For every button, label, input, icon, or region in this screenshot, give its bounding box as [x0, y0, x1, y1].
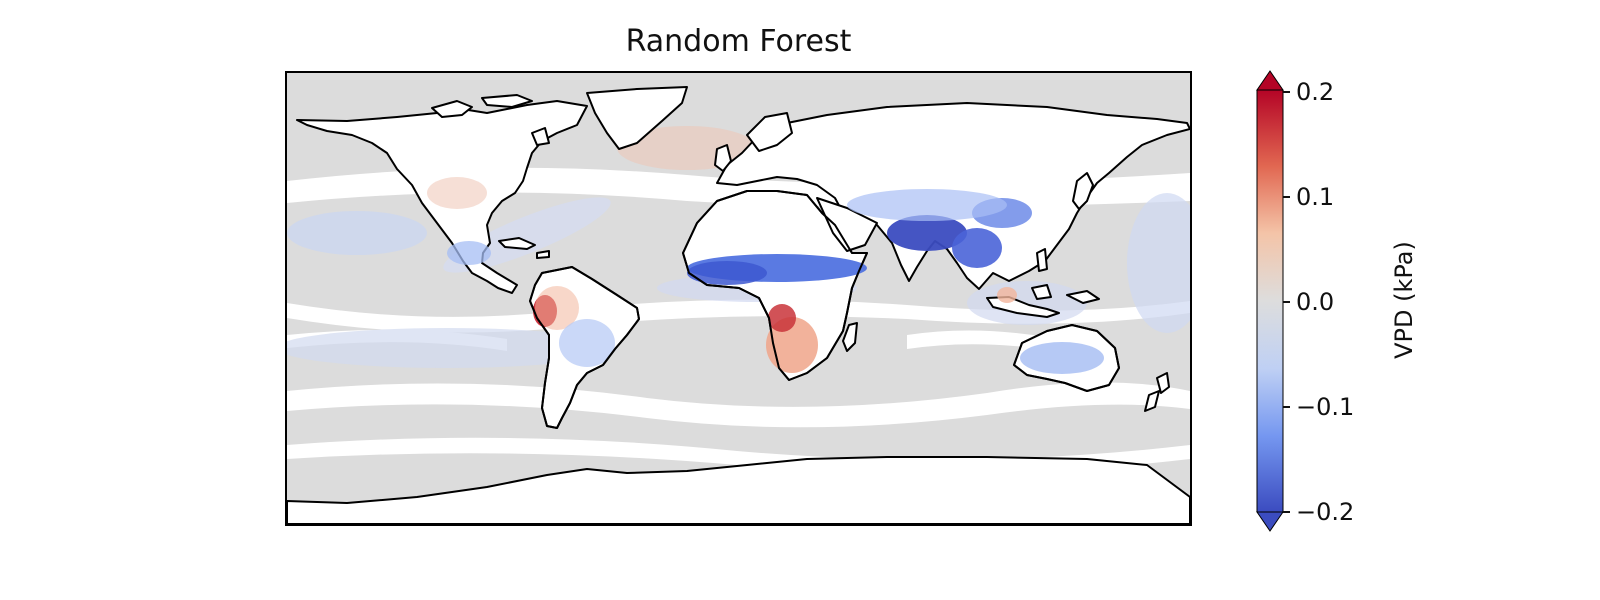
colorbar-tick-mark	[1283, 406, 1290, 408]
arabia	[816, 197, 878, 252]
indochina-patch	[952, 228, 1002, 268]
arctic-islands	[431, 94, 550, 146]
antarctica	[287, 456, 1190, 524]
colorbar	[1255, 70, 1285, 532]
ocean-tints	[287, 126, 1190, 368]
coastlines	[529, 190, 1120, 429]
map-panel	[285, 71, 1192, 526]
scandinavia	[746, 112, 793, 152]
caribbean	[498, 237, 550, 259]
colorbar-gradient	[1256, 70, 1284, 532]
west-africa-patch	[687, 261, 767, 285]
colorbar-label: VPD (kPa)	[1390, 241, 1418, 359]
colorbar-tick-mark	[1283, 301, 1290, 303]
colorbar-body	[1256, 89, 1284, 513]
new-zealand	[1144, 372, 1170, 412]
world-map	[287, 73, 1190, 524]
philippines	[1036, 248, 1048, 272]
australia-blue	[1020, 342, 1104, 374]
colorbar-extend-bottom	[1256, 511, 1284, 532]
asia-light-blue	[847, 189, 1007, 221]
us-pink	[427, 177, 487, 209]
colorbar-tick-mark	[1283, 91, 1290, 93]
colorbar-tick-label: −0.2	[1296, 498, 1355, 526]
anomaly-patches	[427, 177, 1104, 374]
central-africa-red	[768, 304, 796, 332]
colorbar-tick-label: 0.1	[1296, 183, 1335, 211]
india-patch	[887, 215, 967, 251]
japan	[1072, 172, 1094, 210]
se-asia-orange	[997, 287, 1017, 303]
colorbar-tick-label: −0.1	[1296, 393, 1355, 421]
britain	[714, 144, 732, 172]
greenland	[586, 86, 688, 150]
amazon-orange	[535, 286, 579, 330]
mexico-blue	[447, 241, 491, 265]
colorbar-extend-top	[1256, 70, 1284, 91]
brazil-blue	[559, 319, 615, 367]
colorbar-tick-label: 0.2	[1296, 78, 1335, 106]
colorbar-tick-label: 0.0	[1296, 288, 1335, 316]
indonesia	[986, 284, 1100, 318]
madagascar	[842, 322, 858, 352]
colorbar-tick-mark	[1283, 511, 1290, 513]
map-title: Random Forest	[625, 24, 852, 59]
colorbar-tick-mark	[1283, 196, 1290, 198]
